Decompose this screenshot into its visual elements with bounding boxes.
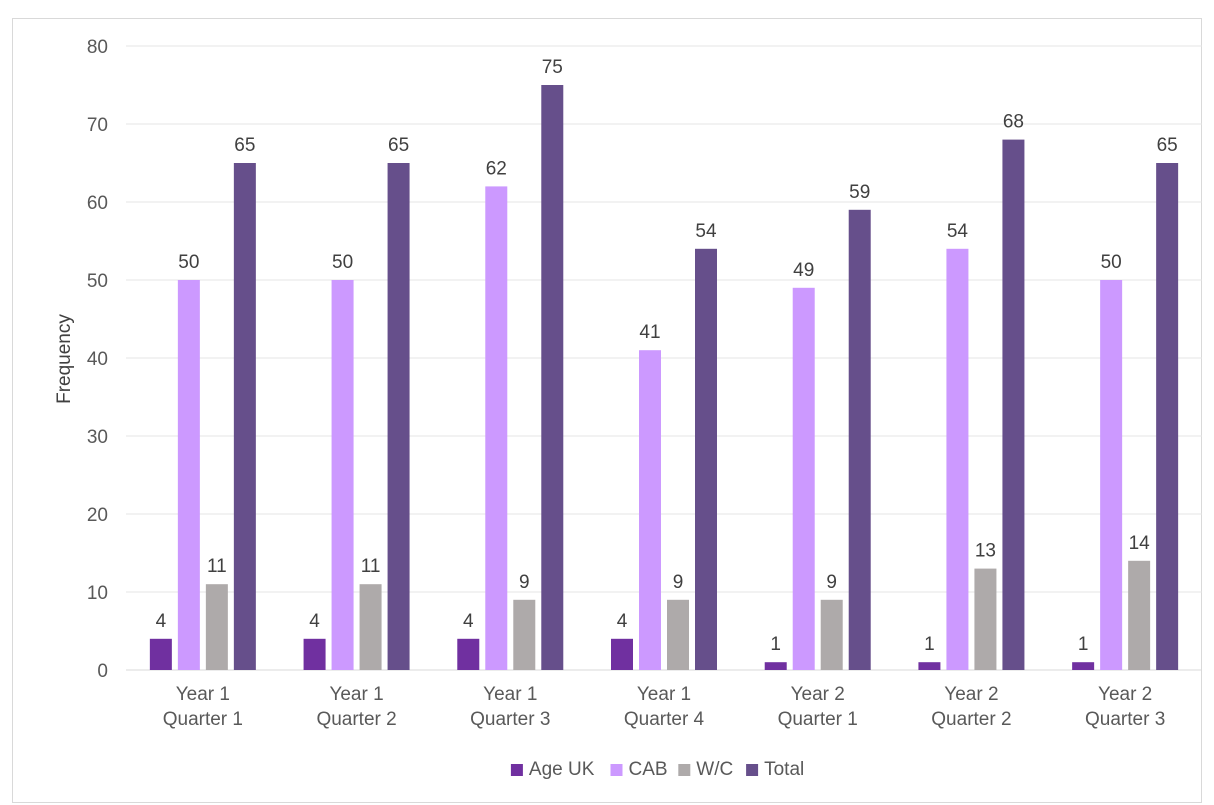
x-tick-label: Year 1 [329, 684, 383, 705]
x-tick-label: Quarter 2 [316, 709, 396, 730]
legend-label: Total [764, 759, 804, 780]
bar [359, 584, 382, 670]
x-tick-label: Quarter 3 [1085, 709, 1165, 730]
x-tick-label: Year 1 [483, 684, 537, 705]
x-tick-label: Year 2 [791, 684, 845, 705]
y-tick-label: 10 [87, 583, 108, 604]
y-tick-label: 20 [87, 505, 108, 526]
legend-label: CAB [629, 759, 668, 780]
bar [1072, 662, 1095, 670]
y-tick-label: 0 [97, 661, 108, 682]
data-label: 11 [361, 556, 381, 577]
data-label: 68 [1003, 112, 1024, 133]
bar [1156, 163, 1179, 670]
bars [149, 85, 1179, 671]
data-label: 4 [617, 611, 628, 632]
bar [233, 163, 256, 670]
data-label: 41 [639, 322, 660, 343]
data-label: 65 [388, 135, 409, 156]
bar [1002, 139, 1025, 671]
data-label: 9 [673, 572, 684, 593]
data-label: 59 [849, 182, 870, 203]
bar [387, 163, 410, 670]
legend-swatch [678, 764, 691, 776]
bar [946, 248, 969, 671]
x-tick-label: Quarter 1 [778, 709, 858, 730]
legend-label: W/C [696, 759, 733, 780]
x-tick-label: Year 1 [176, 684, 230, 705]
bar [457, 638, 480, 670]
legend-swatch [610, 764, 623, 776]
data-label: 1 [924, 634, 935, 655]
y-tick-label: 30 [87, 427, 108, 448]
data-label: 14 [1129, 533, 1151, 554]
data-label: 54 [695, 221, 717, 242]
bar [303, 638, 326, 670]
x-tick-label: Year 2 [1098, 684, 1152, 705]
data-label: 62 [486, 158, 507, 179]
bar [974, 568, 997, 670]
bar [177, 280, 200, 670]
data-label: 65 [234, 135, 255, 156]
x-tick-label: Quarter 2 [931, 709, 1011, 730]
legend-swatch [746, 764, 759, 776]
bar [667, 599, 689, 670]
x-axis-labels: Year 1 Quarter 1 Year 1 Quarter 2 Year 1 Quar… [163, 684, 1166, 730]
bar [205, 584, 228, 670]
data-label: 54 [947, 221, 969, 242]
bar [513, 599, 536, 670]
data-label: 4 [463, 611, 474, 632]
bar [331, 280, 354, 670]
bar [764, 662, 787, 670]
y-tick-label: 60 [87, 193, 108, 214]
x-tick-label: Year 2 [944, 684, 998, 705]
y-tick-label: 70 [87, 115, 108, 136]
bar [1100, 280, 1123, 670]
data-label: 65 [1157, 135, 1178, 156]
bar [820, 599, 843, 670]
bar [611, 638, 633, 670]
data-label: 13 [975, 541, 996, 562]
data-label: 75 [542, 57, 563, 78]
bar [639, 350, 661, 670]
legend-label: Age UK [529, 759, 595, 780]
legend-swatch [510, 764, 523, 776]
data-label: 50 [178, 252, 199, 273]
y-tick-label: 50 [87, 271, 108, 292]
x-tick-label: Quarter 1 [163, 709, 243, 730]
y-axis-ticks: 0 10 20 30 40 50 60 70 80 [87, 37, 108, 682]
data-label: 9 [826, 572, 837, 593]
x-tick-label: Quarter 3 [470, 709, 550, 730]
bar [918, 662, 941, 670]
x-tick-label: Year 1 [637, 684, 691, 705]
bar [792, 287, 815, 670]
data-label: 11 [207, 556, 227, 577]
bar [695, 248, 717, 671]
data-label: 1 [770, 634, 781, 655]
data-labels: 4 50 11 65 4 50 11 65 4 62 9 75 4 41 9 54 1 49 9 59 1 54 13 68 1… [156, 57, 1178, 655]
bar [541, 85, 564, 670]
x-tick-label: Quarter 4 [624, 709, 705, 730]
legend: Age UK CAB W/C Total [510, 759, 804, 780]
y-tick-label: 40 [87, 349, 108, 370]
gridlines [126, 45, 1202, 671]
data-label: 1 [1078, 634, 1089, 655]
y-tick-label: 80 [87, 37, 108, 58]
bar [485, 186, 508, 670]
data-label: 4 [309, 611, 320, 632]
data-label: 50 [332, 252, 353, 273]
bar [848, 209, 871, 671]
data-label: 50 [1101, 252, 1122, 273]
bar [149, 638, 172, 670]
y-axis-title: Frequency [54, 314, 75, 404]
data-label: 4 [156, 611, 167, 632]
data-label: 9 [519, 572, 530, 593]
bar [1128, 560, 1151, 670]
data-label: 49 [793, 260, 814, 281]
